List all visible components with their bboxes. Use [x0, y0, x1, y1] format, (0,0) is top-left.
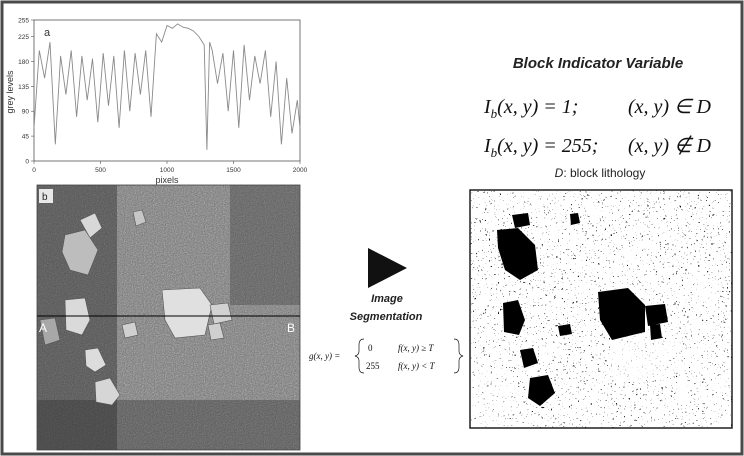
- case1-value: 0: [368, 343, 373, 353]
- photo-blocks: [39, 209, 233, 406]
- process-label-line2: Segmentation: [350, 311, 423, 323]
- transect-end-label: B: [287, 321, 295, 335]
- photo-border: [36, 184, 301, 451]
- x-tick-label: 1000: [160, 167, 175, 174]
- y-tick-label: 45: [22, 134, 30, 141]
- segmented-blocks: [497, 213, 668, 406]
- lithology-note: D: block lithology: [555, 166, 646, 180]
- y-tick-label: 225: [18, 34, 29, 41]
- x-tick-label: 0: [32, 167, 36, 174]
- indicator-title: Block Indicator Variable: [513, 55, 683, 72]
- x-tick-label: 2000: [293, 167, 308, 174]
- y-tick-label: 90: [22, 109, 30, 116]
- y-axis-label: grey levels: [5, 70, 15, 114]
- y-tick-label: 0: [25, 159, 29, 166]
- equation-1: Ib(x, y) = 1;: [483, 96, 578, 121]
- profile-chart: 0 45 90 135 180 225 255 0 500 1000 1500 2000 a pix…: [5, 18, 308, 186]
- y-tick-label: 255: [18, 18, 29, 25]
- process-label-line1: Image: [371, 293, 403, 305]
- segmented-image: [469, 189, 733, 429]
- formula-brace-right: [453, 338, 464, 374]
- formula-brace-left: [354, 338, 365, 374]
- panel-b-label: b: [42, 192, 48, 203]
- transect-start-label: A: [39, 321, 47, 335]
- panel-a-label: a: [44, 27, 51, 39]
- case2-value: 255: [366, 361, 380, 371]
- x-tick-label: 500: [95, 167, 106, 174]
- indicator-definition: Block Indicator Variable Ib(x, y) = 1; (…: [483, 55, 711, 180]
- grey-level-line: [33, 23, 301, 150]
- case1-condition: f(x, y) ≥ T: [398, 343, 434, 353]
- equation-2-condition: (x, y) ∉ D: [628, 135, 711, 157]
- equation-2: Ib(x, y) = 255;: [483, 135, 598, 160]
- x-axis-label: pixels: [155, 175, 179, 185]
- case2-condition: f(x, y) < T: [398, 361, 436, 371]
- x-tick-label: 1500: [226, 167, 241, 174]
- arrow-icon: [368, 248, 407, 288]
- y-tick-label: 135: [18, 84, 29, 91]
- formula-lhs: g(x, y) =: [309, 351, 340, 361]
- plot-area: [33, 19, 301, 162]
- y-ticks: 0 45 90 135 180 225 255: [18, 18, 34, 166]
- x-ticks: 0 500 1000 1500 2000: [32, 161, 308, 174]
- segmented-image-border: [469, 189, 733, 429]
- segmentation-step: Image Segmentation g(x, y) = 0 f(x, y) ≥…: [309, 248, 464, 374]
- outcrop-photo: b A B: [36, 184, 301, 451]
- y-tick-label: 180: [18, 59, 29, 66]
- equation-1-condition: (x, y) ∈ D: [628, 96, 711, 118]
